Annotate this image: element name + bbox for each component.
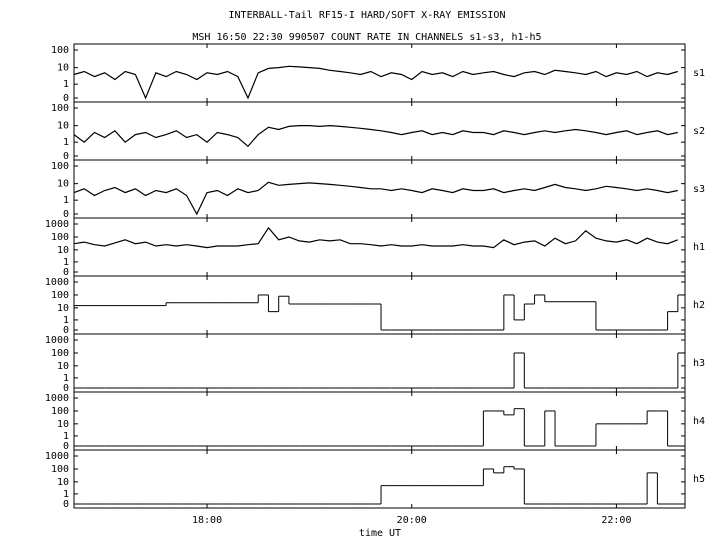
y-tick-label: 100: [51, 232, 69, 243]
y-tick-label: 10: [57, 63, 69, 74]
x-tick-label: 18:00: [192, 515, 222, 526]
y-tick-label: 10: [57, 121, 69, 132]
series-label: h1: [693, 242, 705, 253]
y-tick-label: 1: [63, 373, 69, 384]
y-tick-label: 1000: [45, 451, 69, 462]
chart-title: INTERBALL-Tail RF15-I HARD/SOFT X-RAY EM…: [229, 10, 506, 21]
y-tick-label: 10: [57, 179, 69, 190]
y-tick-label: 1000: [45, 335, 69, 346]
series-label: h4: [693, 416, 705, 427]
y-tick-label: 0: [63, 499, 69, 510]
series-label: h2: [693, 300, 705, 311]
y-tick-label: 100: [51, 103, 69, 114]
y-tick-label: 1000: [45, 219, 69, 230]
y-tick-label: 1000: [45, 277, 69, 288]
y-tick-label: 10: [57, 419, 69, 430]
y-tick-label: 10: [57, 303, 69, 314]
y-tick-label: 0: [63, 209, 69, 220]
series-label: h5: [693, 474, 705, 485]
series-line: [73, 124, 678, 148]
series-label: s1: [693, 68, 705, 79]
y-tick-label: 0: [63, 151, 69, 162]
y-tick-label: 1: [63, 195, 69, 206]
x-axis-label: time UT: [359, 528, 401, 539]
y-tick-label: 10: [57, 245, 69, 256]
y-tick-label: 1: [63, 315, 69, 326]
series-label: s3: [693, 184, 705, 195]
y-tick-label: 1000: [45, 393, 69, 404]
y-tick-label: 1: [63, 489, 69, 500]
y-tick-label: 1: [63, 257, 69, 268]
series-line: [73, 181, 678, 216]
y-tick-label: 1: [63, 137, 69, 148]
y-tick-label: 100: [51, 45, 69, 56]
panel-frame: [73, 449, 686, 509]
x-tick-label: 20:00: [397, 515, 427, 526]
y-tick-label: 0: [63, 267, 69, 278]
y-tick-label: 10: [57, 361, 69, 372]
y-tick-label: 1: [63, 431, 69, 442]
series-line: [73, 226, 679, 249]
y-tick-label: 0: [63, 325, 69, 336]
y-tick-label: 10: [57, 477, 69, 488]
y-tick-label: 100: [51, 161, 69, 172]
y-tick-label: 100: [51, 464, 69, 475]
chart-subtitle: MSH 16:50 22:30 990507 COUNT RATE IN CHA…: [192, 32, 541, 43]
x-tick-label: 22:00: [601, 515, 631, 526]
y-tick-label: 100: [51, 290, 69, 301]
series-label: h3: [693, 358, 705, 369]
y-tick-label: 100: [51, 406, 69, 417]
y-tick-label: 0: [63, 441, 69, 452]
y-tick-label: 0: [63, 383, 69, 394]
y-tick-label: 100: [51, 348, 69, 359]
y-tick-label: 0: [63, 93, 69, 104]
series-label: s2: [693, 126, 705, 137]
y-tick-label: 1: [63, 79, 69, 90]
series-line: [73, 65, 678, 100]
